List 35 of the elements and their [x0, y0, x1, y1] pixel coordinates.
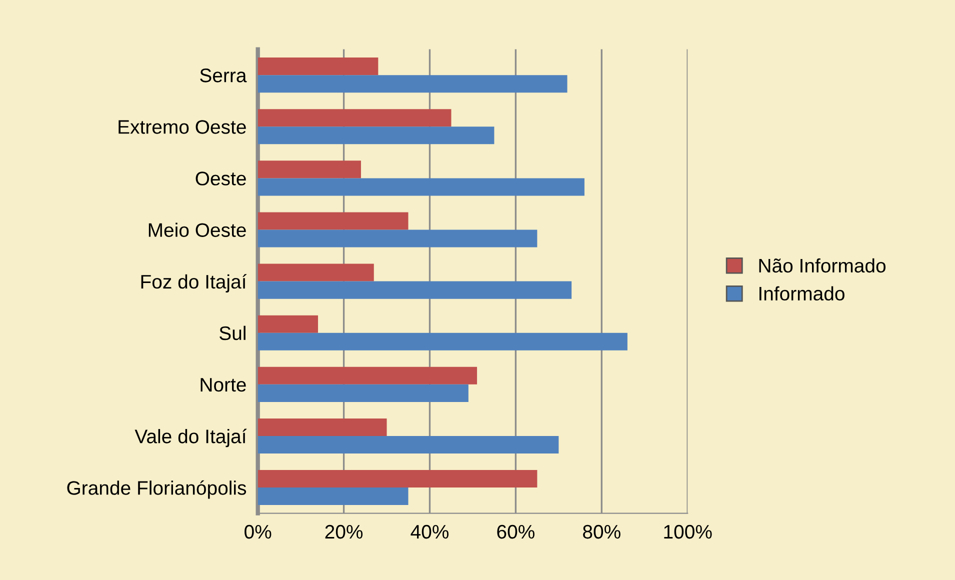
x-tick-label: 20% [325, 524, 363, 539]
bar [258, 230, 538, 248]
legend-label: Não Informado [759, 258, 886, 273]
bar [258, 109, 452, 127]
x-tick-label: 40% [410, 524, 449, 539]
bar [258, 178, 584, 196]
bar [258, 58, 378, 76]
bar [258, 418, 387, 436]
bar [258, 126, 494, 144]
y-tick-label: Grande Florianópolis [67, 480, 246, 499]
bar [258, 470, 538, 488]
y-tick-label: Meio Oeste [148, 222, 246, 237]
x-tick-label: 80% [583, 524, 620, 539]
bar [258, 366, 478, 384]
y-tick-label: Serra [200, 68, 247, 82]
y-tick-label: Oeste [196, 172, 246, 186]
bar [258, 264, 374, 282]
bar [258, 160, 361, 178]
bar [258, 436, 559, 454]
bar [258, 212, 408, 230]
bar [258, 75, 568, 93]
bar [258, 332, 628, 350]
bar [258, 488, 408, 506]
x-tick-label: 100% [664, 524, 712, 539]
x-tick-label: 60% [497, 524, 534, 539]
y-tick-label: Extremo Oeste [118, 120, 246, 134]
y-tick-label: Norte [200, 378, 246, 392]
bar [258, 315, 318, 333]
bar [258, 281, 572, 299]
legend-label: Informado [759, 286, 844, 301]
y-tick-label: Sul [220, 326, 246, 340]
bar [258, 384, 468, 402]
y-tick-label: Vale do Itajaí [134, 428, 247, 448]
x-tick-label: 0% [244, 524, 272, 539]
y-tick-label: Foz do Itajaí [141, 274, 247, 292]
